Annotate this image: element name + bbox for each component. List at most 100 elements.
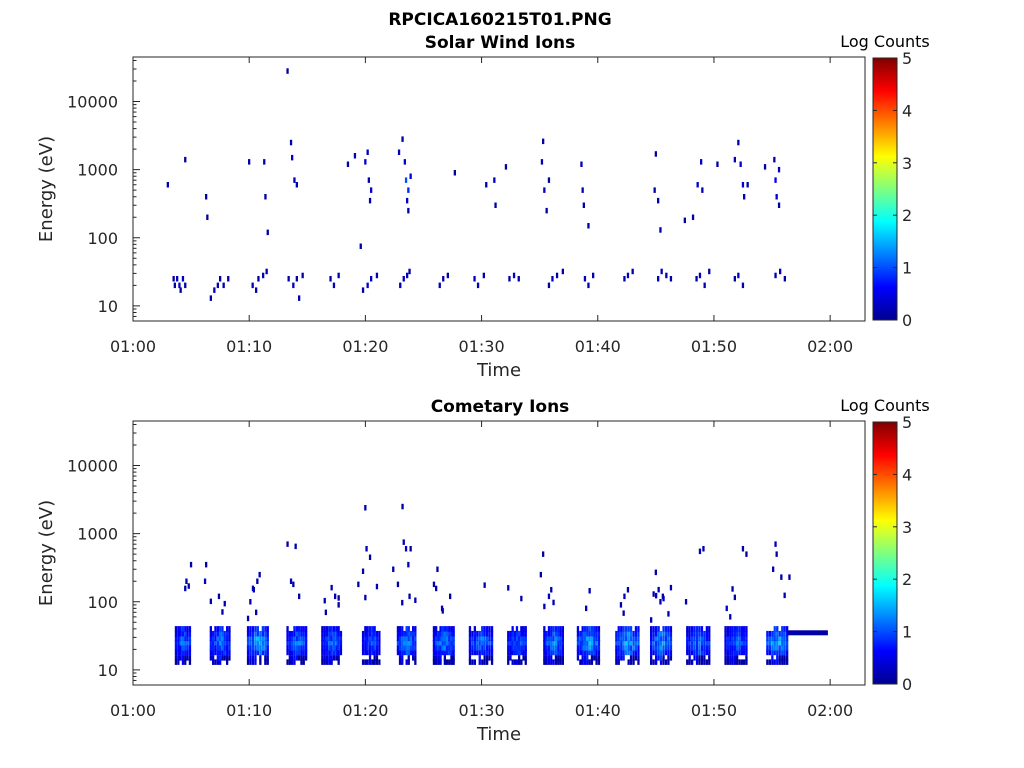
spectrogram-cell [778,649,781,656]
spectrogram-cell [446,272,449,279]
spectrogram-cell [323,649,326,656]
spectrogram-cell [587,282,590,289]
spectrogram-cell [724,630,727,637]
spectrogram-cell [724,659,727,665]
spectrogram-cell [547,655,551,661]
spectrogram-cell [660,268,663,275]
spectrogram-cell [305,645,308,651]
spectrogram-cell [576,635,580,642]
spectrogram-cell [657,626,660,632]
spectrogram-cell [412,626,415,632]
spectrogram-cell [615,645,618,651]
spectrogram-cell [254,645,257,651]
spectrogram-cell [554,640,558,646]
spectrogram-cell [295,645,298,651]
spectrogram-cell [768,635,771,642]
colorbar-tick-label: 5 [902,49,912,68]
spectrogram-cell [473,635,476,642]
spectrogram-cell [339,630,343,637]
spectrogram-cell [552,626,555,632]
colorbar-tick-label: 0 [902,675,912,694]
spectrogram-cell [543,630,546,637]
spectrogram-cell [736,640,739,646]
spectrogram-cell [511,649,514,656]
spectrogram-cell [251,585,255,592]
spectrogram-cell [404,546,408,552]
spectrogram-cell [364,626,367,632]
spectrogram-cell [399,282,402,289]
colorbar-solar-wind [872,57,898,321]
spectrogram-cell [407,655,410,661]
spectrogram-cell [652,626,655,632]
spectrogram-cell [686,645,689,651]
spectrogram-cell [177,630,180,637]
spectrogram-cell [695,649,699,656]
spectrogram-cell [667,630,670,637]
spectrogram-cell [403,159,406,165]
spectrogram-cell [625,640,628,646]
spectrogram-cell [740,659,743,665]
spectrogram-cell [368,630,372,637]
spectrogram-cell [361,645,365,651]
spectrogram-cell [398,649,402,656]
spectrogram-cell [176,276,179,282]
spectrogram-cell [634,645,638,651]
spectrogram-cell [439,640,442,646]
spectrogram-cell [597,649,601,656]
spectrogram-cell [443,640,446,646]
spectrogram-cell [698,645,701,651]
spectrogram-cell [708,659,711,665]
spectrogram-cell [542,138,545,145]
spectrogram-cell [700,626,704,632]
spectrogram-cell [251,659,255,665]
spectrogram-cell [524,626,527,632]
spectrogram-cell [212,635,215,642]
spectrogram-cell [330,584,333,591]
spectrogram-cell [450,635,453,642]
spectrogram-cell [559,626,562,632]
spectrogram-cell [698,548,702,555]
spectrogram-cell [657,197,660,204]
spectrogram-cell [708,649,711,656]
spectrogram-cell [490,645,494,651]
spectrogram-cell [405,640,408,646]
spectrogram-cell [407,626,410,632]
spectrogram-cell [448,645,451,651]
spectrogram-cell [724,645,727,651]
spectrogram-cell [178,282,181,289]
spectrogram-cell [486,630,489,637]
spectrogram-cell [212,649,215,656]
spectrogram-cell [179,645,182,651]
spectrogram-cell [702,546,705,552]
spectrogram-cell [405,659,408,665]
spectrogram-cell [771,640,774,646]
spectrogram-cell [266,229,269,236]
spectrogram-cell [226,655,229,661]
spectrogram-cell [246,626,250,632]
spectrogram-cell [693,655,696,661]
spectrogram-cell [778,645,781,651]
spectrogram-cell [249,659,252,665]
spectrogram-cell [776,655,779,661]
spectrogram-cell [583,645,587,651]
spectrogram-cell [522,640,525,646]
spectrogram-cell [665,272,668,279]
y-tick-label: 1000 [77,525,118,544]
spectrogram-cell [583,630,587,637]
spectrogram-cell [209,635,212,642]
spectrogram-cell [468,626,472,632]
spectrogram-cell [435,626,438,632]
y-axis-cometary: 10 100 1000 10000 [67,423,140,686]
spectrogram-cell [361,640,365,646]
spectrogram-cell [778,635,781,642]
spectrogram-cell [481,645,484,651]
spectrogram-cell [401,640,404,646]
spectrogram-cell [364,505,367,511]
spectrogram-cell [733,156,736,163]
spectrogram-cell [321,630,324,637]
spectrogram-cell [293,177,296,183]
spectrogram-cell [653,187,656,193]
spectrogram-cell [337,272,340,279]
spectrogram-cell [289,139,293,146]
spectrogram-cell [733,659,736,665]
